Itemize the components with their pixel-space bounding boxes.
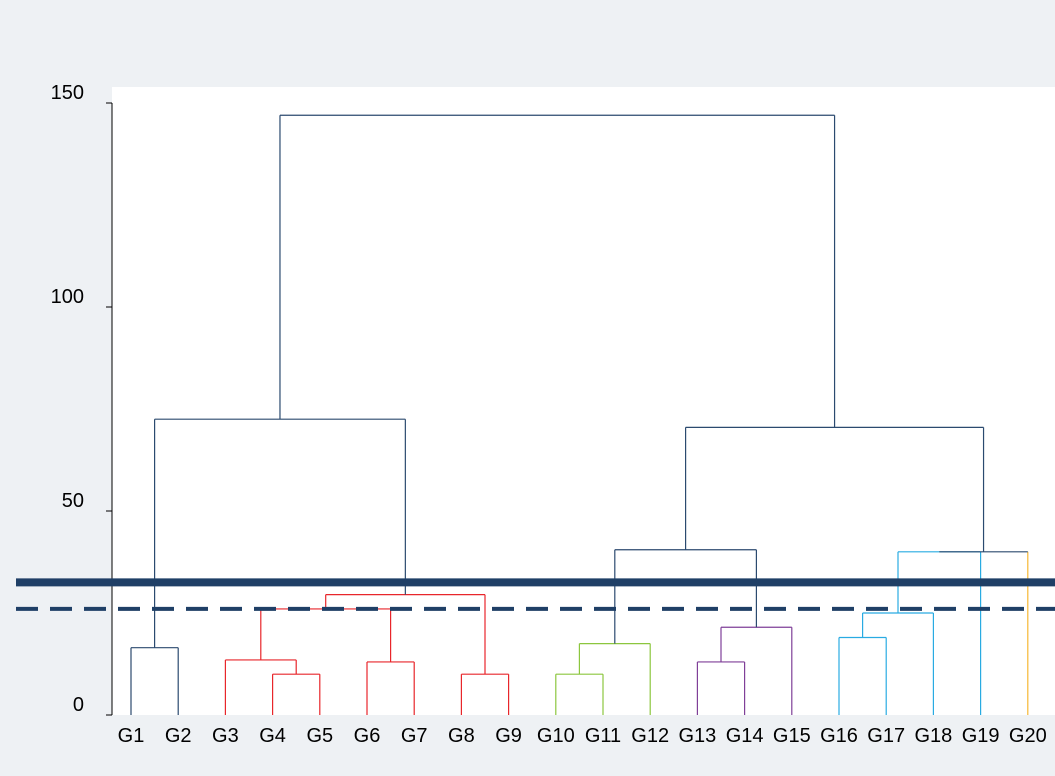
y-tick-label: 0 [73,694,84,716]
leaf-label-g12: G12 [631,725,669,747]
plot-area [112,87,1055,715]
y-tick-label: 50 [62,490,84,512]
leaf-label-g9: G9 [495,725,522,747]
leaf-label-g2: G2 [165,725,192,747]
threshold-lines [16,578,1055,611]
leaf-label-g7: G7 [401,725,428,747]
leaf-label-g1: G1 [118,725,145,747]
leaf-label-g8: G8 [448,725,475,747]
leaf-label-g5: G5 [306,725,333,747]
y-axis-ticks: 0 50 100 150 [51,82,112,716]
leaf-label-g10: G10 [537,725,575,747]
leaf-label-g13: G13 [678,725,716,747]
leaf-label-g15: G15 [773,725,811,747]
y-tick-label: 100 [51,286,84,308]
leaf-label-g4: G4 [259,725,286,747]
leaf-label-g17: G17 [867,725,905,747]
leaf-label-g11: G11 [585,725,621,747]
leaf-label-g3: G3 [212,725,239,747]
leaf-label-g19: G19 [962,725,1000,747]
y-tick-label: 150 [51,82,84,104]
leaf-label-g6: G6 [354,725,381,747]
leaf-label-g18: G18 [914,725,952,747]
leaf-label-g20: G20 [1009,725,1047,747]
leaf-label-g16: G16 [820,725,858,747]
leaf-labels: G1 G2 G3 G4 G5 G6 G7 G8 G9 G10 G11 G12 G13 G14 G15 G16 G… [118,725,1047,747]
leaf-label-g14: G14 [726,725,764,747]
